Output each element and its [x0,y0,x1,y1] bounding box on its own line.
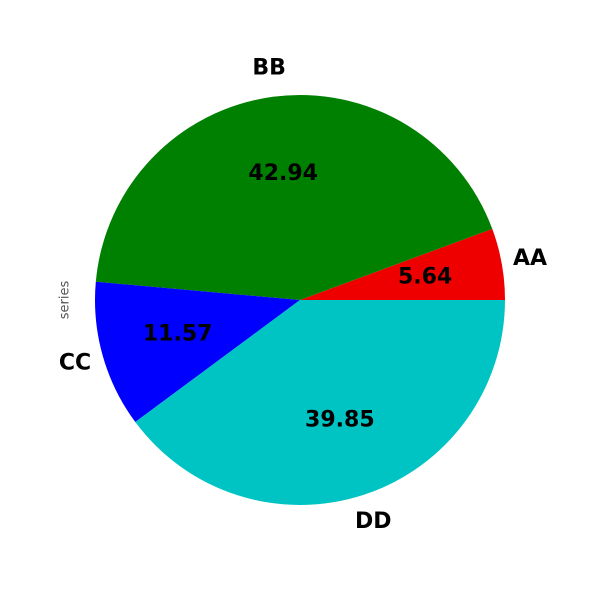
pie-label-dd: DD [355,509,392,534]
pie-value-bb: 42.94 [248,161,318,186]
pie-label-bb: BB [252,55,286,80]
pie-label-aa: AA [513,246,547,271]
y-axis-label: series [58,281,73,320]
pie-chart: 5.64 42.94 11.57 39.85 AA BB CC DD series [0,0,600,600]
pie-label-cc: CC [59,350,91,375]
pie-value-dd: 39.85 [305,408,375,433]
pie-value-aa: 5.64 [398,265,452,290]
pie-value-cc: 11.57 [143,321,213,346]
